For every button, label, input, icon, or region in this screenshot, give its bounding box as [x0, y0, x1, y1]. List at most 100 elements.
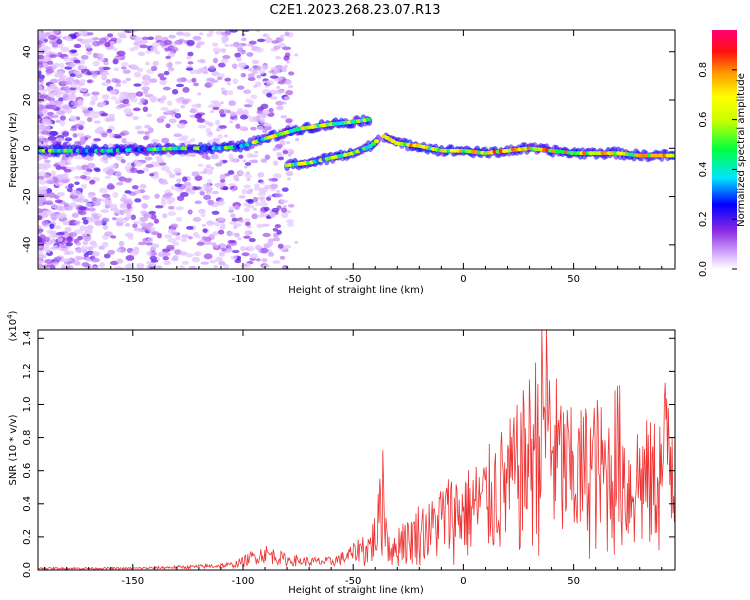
- noise-blob: [38, 186, 43, 191]
- noise-blob: [287, 84, 294, 89]
- noise-blob: [157, 73, 165, 78]
- noise-blob: [107, 249, 116, 255]
- noise-blob: [272, 160, 279, 166]
- noise-blob: [151, 138, 160, 144]
- noise-blob: [44, 200, 54, 206]
- noise-blob: [109, 89, 117, 96]
- noise-blob: [39, 104, 45, 110]
- noise-blob: [218, 261, 226, 266]
- noise-blob: [150, 213, 157, 220]
- noise-blob: [274, 193, 283, 198]
- noise-blob: [211, 71, 220, 77]
- noise-blob: [100, 209, 108, 213]
- noise-blob: [38, 76, 45, 82]
- noise-blob: [143, 81, 151, 86]
- noise-blob: [221, 58, 229, 64]
- noise-blob: [242, 159, 247, 163]
- noise-blob: [38, 32, 45, 39]
- noise-blob: [257, 172, 265, 178]
- noise-blob: [163, 70, 170, 76]
- noise-blob: [144, 124, 151, 129]
- noise-blob: [75, 33, 82, 37]
- noise-blob: [220, 198, 225, 202]
- noise-blob: [88, 207, 95, 212]
- noise-blob: [150, 46, 158, 53]
- noise-blob: [87, 194, 95, 199]
- noise-blob: [246, 178, 251, 182]
- noise-blob: [294, 240, 299, 244]
- noise-blob: [55, 137, 65, 142]
- noise-blob: [176, 178, 182, 183]
- noise-blob: [116, 258, 124, 264]
- colorbar-tick-label: 0.2: [698, 211, 709, 227]
- noise-blob: [56, 38, 63, 45]
- noise-blob: [283, 55, 290, 61]
- noise-blob: [222, 186, 229, 191]
- noise-blob: [42, 62, 49, 68]
- noise-blob: [59, 80, 68, 86]
- noise-blob: [248, 116, 257, 123]
- noise-blob: [65, 81, 73, 85]
- noise-blob: [120, 159, 126, 164]
- noise-blob: [139, 44, 149, 49]
- noise-blob: [210, 166, 215, 170]
- noise-blob: [123, 216, 130, 221]
- noise-blob: [111, 217, 117, 221]
- noise-blob: [247, 76, 256, 82]
- noise-blob: [267, 240, 274, 247]
- noise-blob: [57, 237, 64, 243]
- noise-blob: [211, 190, 219, 195]
- noise-blob: [38, 40, 43, 45]
- noise-blob: [236, 56, 242, 62]
- noise-blob: [80, 183, 88, 190]
- noise-blob: [64, 226, 72, 232]
- noise-blob: [157, 251, 166, 258]
- noise-blob: [238, 154, 244, 159]
- noise-blob: [93, 120, 101, 124]
- noise-blob: [287, 221, 294, 227]
- noise-blob: [38, 126, 43, 130]
- noise-blob: [256, 115, 261, 119]
- noise-blob: [112, 58, 119, 65]
- noise-blob: [63, 168, 72, 173]
- noise-blob: [40, 130, 50, 135]
- noise-blob: [236, 85, 245, 90]
- noise-blob: [175, 206, 184, 211]
- snr-plot-area: [38, 330, 675, 570]
- noise-blob: [233, 117, 238, 121]
- noise-blob: [250, 44, 255, 48]
- snr-series-line: [37, 329, 675, 571]
- noise-blob: [276, 230, 282, 235]
- noise-blob: [228, 100, 236, 106]
- noise-blob: [47, 192, 56, 199]
- noise-blob: [44, 32, 51, 36]
- noise-blob: [100, 198, 109, 202]
- noise-blob: [91, 91, 100, 96]
- noise-blob: [133, 161, 143, 167]
- noise-blob: [107, 143, 115, 148]
- noise-blob: [164, 192, 174, 197]
- noise-blob: [115, 248, 122, 253]
- noise-blob: [180, 238, 188, 242]
- noise-blob: [285, 118, 293, 124]
- noise-blob: [193, 82, 199, 87]
- noise-blob: [141, 86, 150, 91]
- noise-blob: [129, 47, 136, 52]
- noise-blob: [151, 251, 158, 257]
- noise-blob: [55, 110, 65, 115]
- noise-blob: [84, 40, 90, 47]
- snr-y-tick-label: 0.6: [22, 463, 33, 479]
- noise-blob: [62, 173, 69, 178]
- noise-blob: [206, 220, 215, 226]
- noise-blob: [182, 32, 191, 38]
- noise-blob: [271, 207, 280, 213]
- noise-blob: [100, 101, 106, 107]
- noise-blob: [107, 113, 116, 119]
- noise-blob: [38, 155, 43, 161]
- noise-blob: [260, 112, 268, 119]
- noise-blob: [207, 199, 215, 206]
- noise-blob: [231, 188, 236, 192]
- noise-blob: [55, 119, 61, 124]
- noise-blob: [220, 48, 227, 53]
- noise-blob: [229, 44, 234, 48]
